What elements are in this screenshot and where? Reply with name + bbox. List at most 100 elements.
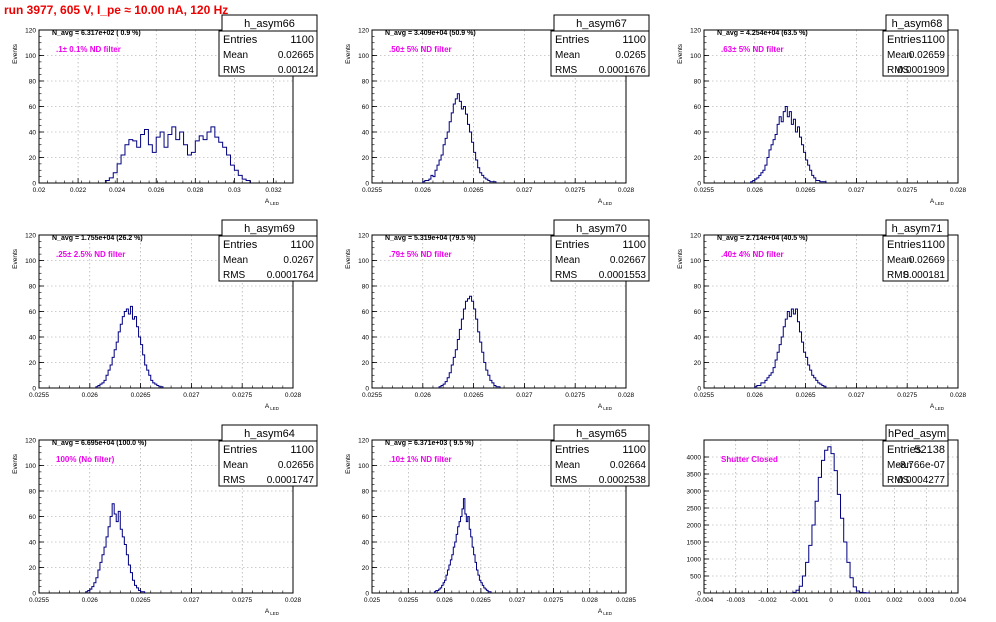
x-tick-label: 0.026 — [82, 597, 99, 604]
stats-mean-value: -8.766e-07 — [897, 460, 946, 471]
stats-title: h_asym69 — [244, 223, 295, 235]
filter-annotation: .79± 5% ND filter — [389, 250, 452, 259]
stats-rms-value: 0.00124 — [278, 65, 315, 76]
stats-entries-label: Entries — [887, 34, 922, 46]
y-tick-label: 20 — [362, 360, 370, 367]
x-tick-label: 0.0275 — [565, 392, 585, 399]
x-axis-subscript: LED — [270, 201, 280, 206]
stats-entries-label: Entries — [555, 34, 590, 46]
stats-mean-value: 0.02665 — [278, 50, 315, 61]
x-axis-subscript: LED — [603, 201, 613, 206]
y-tick-label: 0 — [697, 590, 701, 597]
histogram-panel-h_asym69: 0.0255 0.026 0.0265 0.027 0.0275 0.028 0 20 40 60… — [12, 219, 318, 411]
y-tick-label: 60 — [694, 309, 702, 316]
histogram-bars — [422, 93, 497, 183]
x-tick-label: 0.0265 — [796, 187, 816, 194]
y-tick-label: 40 — [29, 334, 37, 341]
y-tick-label: 100 — [25, 463, 36, 470]
y-axis-title: Events — [12, 248, 19, 269]
stats-rms-value: 0.0001553 — [599, 270, 647, 281]
stats-rms-label: RMS — [555, 270, 578, 281]
y-tick-label: 40 — [362, 129, 370, 136]
x-tick-label: 0.0255 — [362, 187, 382, 194]
y-tick-label: 120 — [358, 232, 369, 239]
x-tick-label: 0.026 — [415, 392, 432, 399]
stats-mean-value: 0.02659 — [909, 50, 946, 61]
stats-entries-value: 1100 — [921, 34, 945, 46]
x-tick-label: 0.02 — [33, 187, 46, 194]
histogram-panel-h_asym70: 0.0255 0.026 0.0265 0.027 0.0275 0.028 0 20 40 60… — [345, 219, 650, 411]
stats-entries-value: 1100 — [290, 34, 314, 46]
x-tick-label: 0.0275 — [232, 392, 252, 399]
stats-mean-label: Mean — [887, 460, 912, 471]
y-axis-title: Events — [345, 453, 352, 474]
stats-box — [218, 30, 318, 77]
x-tick-label: 0.0265 — [131, 392, 151, 399]
stats-rms-label: RMS — [887, 65, 910, 76]
y-tick-label: 40 — [362, 539, 370, 546]
x-tick-label: -0.001 — [790, 597, 809, 604]
y-tick-label: 120 — [25, 437, 36, 444]
y-tick-label: 100 — [25, 258, 36, 265]
x-tick-label: 0.022 — [70, 187, 87, 194]
y-tick-label: 0 — [365, 180, 369, 187]
stats-entries-value: 1100 — [622, 444, 646, 456]
x-tick-label: 0.026 — [747, 187, 764, 194]
x-tick-label: 0.0255 — [694, 392, 714, 399]
y-tick-label: 40 — [694, 129, 702, 136]
stats-rms-value: 0.000181 — [903, 270, 945, 281]
stats-rms-label: RMS — [555, 65, 578, 76]
stats-entries-label: Entries — [223, 239, 258, 251]
x-tick-label: 0.028 — [950, 187, 967, 194]
x-tick-label: 0.028 — [285, 597, 302, 604]
x-tick-label: 0.0285 — [616, 597, 636, 604]
filter-annotation: .63± 5% ND filter — [721, 45, 784, 54]
stats-entries-value: 1100 — [290, 444, 314, 456]
x-tick-label: 0.028 — [618, 392, 635, 399]
n-avg-label: N_avg = 6.695e+04 (100.0 %) — [52, 440, 147, 447]
histogram-bars — [95, 305, 164, 388]
x-tick-label: 0.0265 — [464, 187, 484, 194]
x-tick-label: 0.0255 — [29, 392, 49, 399]
x-tick-label: 0.0275 — [565, 187, 585, 194]
histogram-panel-h_asym68: 0.0255 0.026 0.0265 0.027 0.0275 0.028 0 20 40 60… — [677, 14, 967, 206]
y-tick-label: 120 — [690, 27, 701, 34]
stats-entries-value: 1100 — [921, 239, 945, 251]
stats-box — [550, 30, 650, 77]
y-tick-label: 2500 — [687, 505, 702, 512]
x-tick-label: 0.002 — [886, 597, 903, 604]
x-tick-label: 0.0275 — [232, 597, 252, 604]
filter-annotation: .50± 5% ND filter — [389, 45, 452, 54]
stats-box — [882, 30, 949, 77]
y-tick-label: 80 — [29, 283, 37, 290]
y-tick-label: 40 — [362, 334, 370, 341]
stats-title: h_asym68 — [892, 18, 943, 30]
stats-mean-value: 0.02664 — [610, 460, 647, 471]
stats-mean-value: 0.02667 — [610, 255, 647, 266]
stats-rms-label: RMS — [223, 475, 246, 486]
x-tick-label: 0.026 — [436, 597, 453, 604]
y-tick-label: 1000 — [687, 556, 702, 563]
y-tick-label: 80 — [29, 488, 37, 495]
x-tick-label: 0.028 — [618, 187, 635, 194]
x-tick-label: 0.028 — [582, 597, 599, 604]
y-tick-label: 120 — [358, 437, 369, 444]
y-tick-label: 0 — [32, 180, 36, 187]
x-tick-label: 0.027 — [516, 392, 533, 399]
stats-mean-value: 0.02656 — [278, 460, 315, 471]
x-tick-label: 0.0265 — [471, 597, 491, 604]
stats-mean-label: Mean — [223, 50, 248, 61]
y-tick-label: 3000 — [687, 488, 702, 495]
stats-entries-value: 52138 — [914, 444, 945, 456]
x-tick-label: 0.028 — [950, 392, 967, 399]
x-axis-title: ALED — [930, 198, 945, 206]
y-tick-label: 0 — [365, 385, 369, 392]
x-tick-label: 0.027 — [183, 392, 200, 399]
y-tick-label: 60 — [29, 309, 37, 316]
x-tick-label: 0.028 — [187, 187, 204, 194]
x-tick-label: 0.026 — [415, 187, 432, 194]
stats-mean-label: Mean — [887, 50, 912, 61]
histogram-panel-h_asym64: 0.0255 0.026 0.0265 0.027 0.0275 0.028 0 20 40 60… — [12, 424, 318, 616]
stats-mean-label: Mean — [223, 460, 248, 471]
stats-entries-label: Entries — [555, 239, 590, 251]
